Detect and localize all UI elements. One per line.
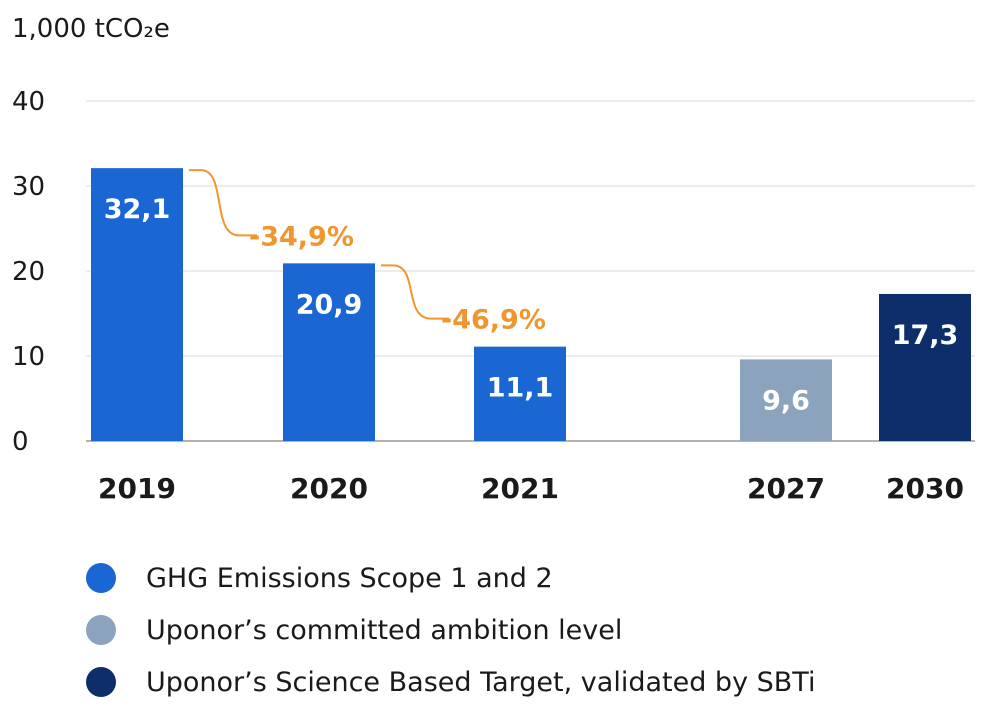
bars: 32,1 20,9 11,1 9,6 17,3 [91,168,971,441]
bar [91,168,183,441]
legend-dot-icon [86,615,116,645]
y-tick-label: 20 [12,257,45,287]
legend: GHG Emissions Scope 1 and 2 Uponor’s com… [86,552,815,708]
x-tick-label: 2019 [98,472,176,505]
change-connector [189,169,257,237]
legend-item: GHG Emissions Scope 1 and 2 [86,552,815,604]
bar-value-label: 17,3 [892,320,959,351]
legend-label: Uponor’s Science Based Target, validated… [146,666,816,698]
y-axis-unit-label: 1,000 tCO₂e [12,14,170,44]
bar [879,293,971,441]
bar [283,263,375,441]
legend-label: Uponor’s committed ambition level [146,614,623,646]
y-tick-label: 0 [12,427,29,457]
x-tick-label: 2030 [886,472,964,505]
change-annotation: -46,9% [441,305,546,336]
legend-label: GHG Emissions Scope 1 and 2 [146,562,553,594]
x-axis-ticks: 2019 2020 2021 2027 2030 [98,472,964,505]
y-tick-label: 40 [12,87,45,117]
x-tick-label: 2020 [290,472,368,505]
legend-dot-icon [86,667,116,697]
y-tick-label: 30 [12,172,45,202]
annotations: -34,9% -46,9% [189,169,546,336]
change-annotation: -34,9% [249,221,354,252]
x-tick-label: 2027 [747,472,825,505]
x-tick-label: 2021 [481,472,559,505]
bar-value-label: 9,6 [762,385,810,416]
bar-value-label: 11,1 [487,373,554,404]
bar-value-label: 32,1 [104,194,171,225]
bar-value-label: 20,9 [296,289,363,320]
legend-item: Uponor’s committed ambition level [86,604,815,656]
legend-dot-icon [86,563,116,593]
bar [740,359,832,441]
y-tick-label: 10 [12,342,45,372]
bar [474,346,566,441]
legend-item: Uponor’s Science Based Target, validated… [86,656,815,708]
y-axis-ticks: 0 10 20 30 40 [12,87,45,457]
change-connector [381,264,449,320]
